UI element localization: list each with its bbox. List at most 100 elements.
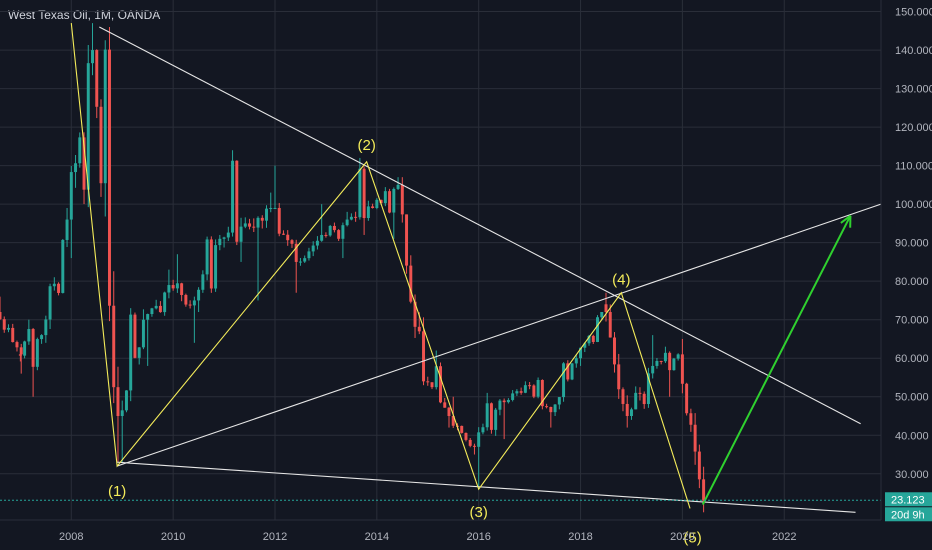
candle-body: [604, 304, 608, 313]
candle-body: [545, 406, 549, 408]
candle-body: [277, 207, 281, 234]
candle-body: [477, 432, 481, 447]
candle-body: [464, 432, 468, 440]
candle-body: [188, 304, 192, 306]
candle-body: [642, 393, 646, 405]
arrow-shaft: [701, 215, 852, 506]
candle-body: [167, 285, 171, 293]
candle-body: [108, 49, 111, 306]
candle-body: [11, 327, 15, 343]
candle-body: [65, 219, 69, 241]
candle-body: [489, 403, 493, 430]
candle-body: [116, 387, 120, 416]
candle-body: [638, 392, 642, 394]
candle-body: [226, 232, 230, 238]
candle-body: [702, 479, 706, 501]
candle-body: [124, 390, 128, 411]
price-tag-box: [885, 492, 932, 507]
candle-body: [197, 289, 201, 301]
candle-body: [239, 226, 243, 242]
candle-body: [324, 234, 328, 236]
candle-body: [40, 335, 44, 340]
trendline-lower: [117, 461, 856, 513]
candle-body: [659, 360, 663, 362]
candle-body: [214, 245, 218, 289]
candle-body: [354, 216, 358, 218]
candle-body: [511, 393, 515, 400]
x-tick-label: 2008: [59, 531, 83, 543]
candle-body: [494, 409, 498, 430]
candle-body: [519, 391, 523, 393]
y-tick-label: 60.000: [895, 353, 929, 365]
candle-body: [685, 383, 689, 414]
candle-body: [379, 199, 383, 204]
y-tick-label: 110.000: [895, 161, 932, 173]
candle-body: [646, 373, 650, 405]
candle-body: [218, 238, 222, 246]
x-tick-label: 2010: [161, 531, 185, 543]
candle-body: [163, 292, 167, 313]
wave-label-2: (2): [357, 137, 375, 154]
candle-body: [481, 427, 485, 433]
x-tick-label: 2014: [365, 531, 389, 543]
y-tick-label: 50.000: [895, 392, 929, 404]
candle-body: [2, 319, 6, 330]
candle-body: [256, 217, 260, 228]
wave-path: [70, 23, 691, 509]
candle-body: [693, 424, 697, 452]
candle-body: [248, 223, 252, 227]
projection-arrow: [701, 214, 852, 506]
countdown-box: [885, 507, 932, 522]
candle-body: [69, 172, 73, 220]
candle-body: [689, 413, 693, 425]
candle-body: [281, 233, 285, 235]
candle-body: [112, 305, 116, 388]
candle-body: [613, 337, 616, 365]
candle-body: [48, 286, 52, 320]
candles: [0, 23, 706, 513]
candle-body: [523, 385, 527, 393]
candle-body: [86, 63, 90, 190]
candle-body: [532, 385, 536, 397]
candle-body: [141, 319, 145, 348]
trendline-rising: [116, 203, 882, 467]
candle-body: [570, 363, 574, 380]
candle-body: [273, 207, 277, 209]
candle-body: [663, 352, 667, 362]
trendlines: [99, 26, 882, 513]
candle-body: [608, 312, 612, 338]
candle-body: [591, 335, 595, 342]
candle-body: [460, 425, 464, 433]
candle-body: [557, 397, 561, 405]
y-tick-label: 130.000: [895, 84, 932, 96]
y-tick-label: 80.000: [895, 276, 929, 288]
candle-body: [201, 274, 205, 290]
trendline-upper: [99, 26, 861, 425]
candle-body: [579, 347, 583, 359]
candle-body: [235, 160, 239, 242]
candle-body: [303, 258, 307, 262]
candle-body: [392, 188, 396, 213]
wave-label-4: (4): [612, 272, 630, 289]
candle-body: [307, 251, 311, 259]
candle-body: [502, 400, 506, 403]
candle-body: [362, 168, 366, 219]
candle-body: [566, 363, 570, 380]
candle-body: [506, 399, 510, 403]
candle-body: [697, 451, 701, 480]
price-tag-value: 23.123: [891, 494, 925, 506]
candle-body: [417, 326, 421, 332]
candle-body: [269, 208, 273, 209]
candle-body: [498, 400, 502, 410]
candle-body: [375, 199, 379, 208]
candle-body: [434, 366, 438, 388]
candle-body: [150, 308, 154, 315]
elliott-wave: (1) (2) (3) (4) (5): [70, 23, 702, 546]
candle-body: [574, 358, 578, 364]
candle-body: [515, 391, 519, 394]
candle-body: [192, 300, 196, 306]
candle-body: [171, 285, 175, 289]
candle-body: [27, 329, 31, 342]
